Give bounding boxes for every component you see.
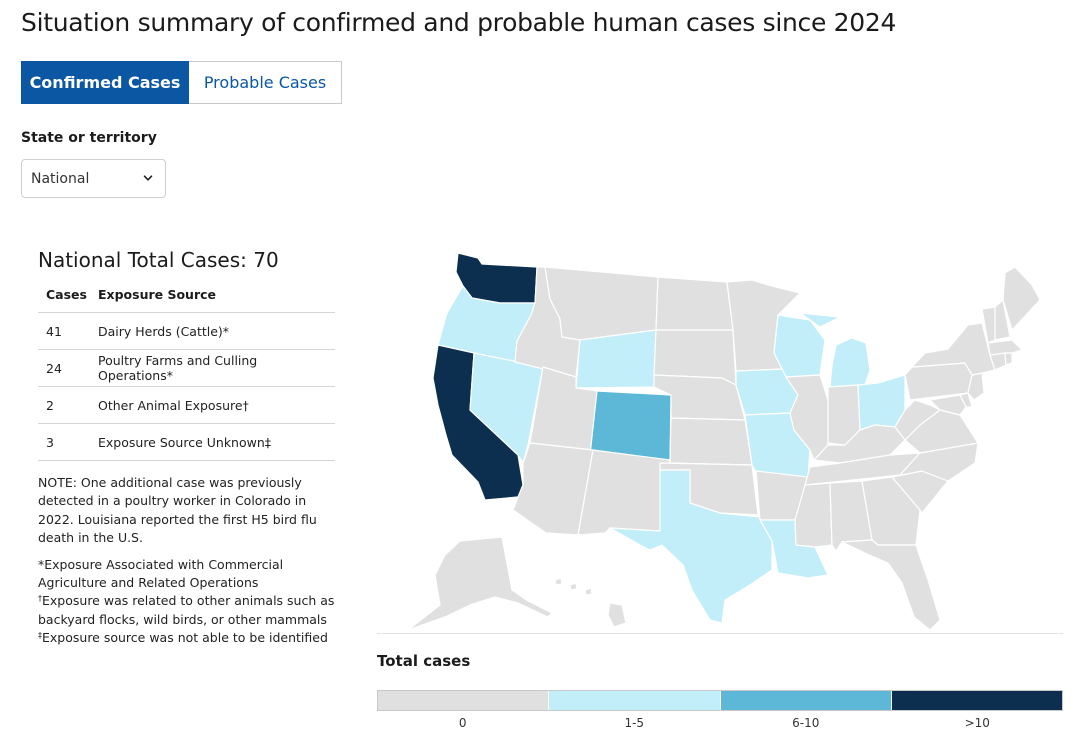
state-nd[interactable] bbox=[655, 276, 734, 331]
chevron-down-icon bbox=[143, 175, 153, 181]
case-type-tabs: Confirmed Cases Probable Cases bbox=[21, 61, 342, 104]
state-co[interactable] bbox=[589, 390, 672, 461]
legend-label-over-10: >10 bbox=[964, 716, 990, 730]
column-header-exposure-source: Exposure Source bbox=[90, 276, 335, 313]
table-row: 24 Poultry Farms and Culling Operations* bbox=[38, 349, 335, 387]
footnote-unknown: ‡Exposure source was not able to be iden… bbox=[38, 629, 338, 647]
source-cell: Exposure Source Unknown‡ bbox=[90, 423, 335, 461]
dagger-mark: † bbox=[38, 594, 42, 604]
legend-label-0: 0 bbox=[458, 716, 467, 730]
state-il[interactable] bbox=[785, 374, 829, 461]
notes-section: NOTE: One additional case was previously… bbox=[38, 474, 338, 648]
cases-cell: 3 bbox=[38, 423, 90, 461]
legend-color-bar bbox=[377, 690, 1063, 711]
legend-swatch-0 bbox=[378, 691, 549, 710]
legend-label-6-10: 6-10 bbox=[792, 716, 820, 730]
state-select[interactable]: National bbox=[21, 159, 166, 198]
tab-confirmed-cases[interactable]: Confirmed Cases bbox=[21, 61, 189, 104]
state-ri[interactable] bbox=[1004, 352, 1013, 366]
table-header-row: Cases Exposure Source bbox=[38, 276, 335, 313]
tab-probable-cases[interactable]: Probable Cases bbox=[189, 61, 342, 104]
legend-swatch-6-10 bbox=[719, 691, 891, 710]
national-total-heading: National Total Cases: 70 bbox=[38, 248, 279, 272]
state-nh[interactable] bbox=[994, 299, 1011, 341]
footnote-unknown-text: Exposure source was not able to be ident… bbox=[42, 630, 328, 646]
cases-cell: 24 bbox=[38, 349, 90, 387]
table-row: 2 Other Animal Exposure† bbox=[38, 386, 335, 424]
footnote-other-animal-text: Exposure was related to other animals su… bbox=[38, 593, 335, 627]
state-select-value: National bbox=[31, 170, 90, 187]
footnote-other-animal: †Exposure was related to other animals s… bbox=[38, 592, 338, 629]
state-me[interactable] bbox=[1002, 266, 1041, 331]
state-nm[interactable] bbox=[577, 449, 671, 536]
legend-title: Total cases bbox=[377, 652, 471, 670]
footnote-commercial: *Exposure Associated with Commercial Agr… bbox=[38, 556, 284, 591]
state-ak[interactable] bbox=[407, 536, 553, 631]
state-select-label: State or territory bbox=[21, 130, 157, 146]
legend-swatch-1-5 bbox=[548, 691, 720, 710]
state-mt[interactable] bbox=[544, 266, 659, 341]
state-md[interactable] bbox=[929, 394, 967, 416]
legend-labels: 0 1-5 6-10 >10 bbox=[377, 716, 1063, 730]
state-ma[interactable] bbox=[987, 339, 1023, 356]
column-header-cases: Cases bbox=[38, 276, 90, 313]
legend-divider bbox=[377, 633, 1063, 634]
legend-swatch-over-10 bbox=[890, 691, 1062, 710]
state-de[interactable] bbox=[959, 392, 973, 408]
state-wv[interactable] bbox=[894, 399, 941, 441]
us-choropleth-map bbox=[407, 252, 1041, 631]
source-cell: Dairy Herds (Cattle)* bbox=[90, 312, 335, 350]
state-hi[interactable] bbox=[554, 577, 627, 628]
state-wy[interactable] bbox=[575, 329, 657, 389]
note-text: NOTE: One additional case was previously… bbox=[38, 475, 317, 546]
exposure-table: Cases Exposure Source 41 Dairy Herds (Ca… bbox=[38, 276, 335, 461]
state-tx[interactable] bbox=[609, 469, 773, 624]
double-dagger-mark: ‡ bbox=[38, 631, 42, 641]
cases-cell: 41 bbox=[38, 312, 90, 350]
cases-cell: 2 bbox=[38, 386, 90, 424]
page-title: Situation summary of confirmed and proba… bbox=[21, 8, 897, 37]
state-ks[interactable] bbox=[669, 417, 753, 466]
source-cell: Poultry Farms and Culling Operations* bbox=[90, 349, 335, 387]
source-cell: Other Animal Exposure† bbox=[90, 386, 335, 424]
table-row: 41 Dairy Herds (Cattle)* bbox=[38, 312, 335, 350]
legend-label-1-5: 1-5 bbox=[624, 716, 645, 730]
state-mi[interactable] bbox=[799, 312, 871, 388]
state-fl[interactable] bbox=[841, 539, 941, 631]
table-row: 3 Exposure Source Unknown‡ bbox=[38, 423, 335, 461]
